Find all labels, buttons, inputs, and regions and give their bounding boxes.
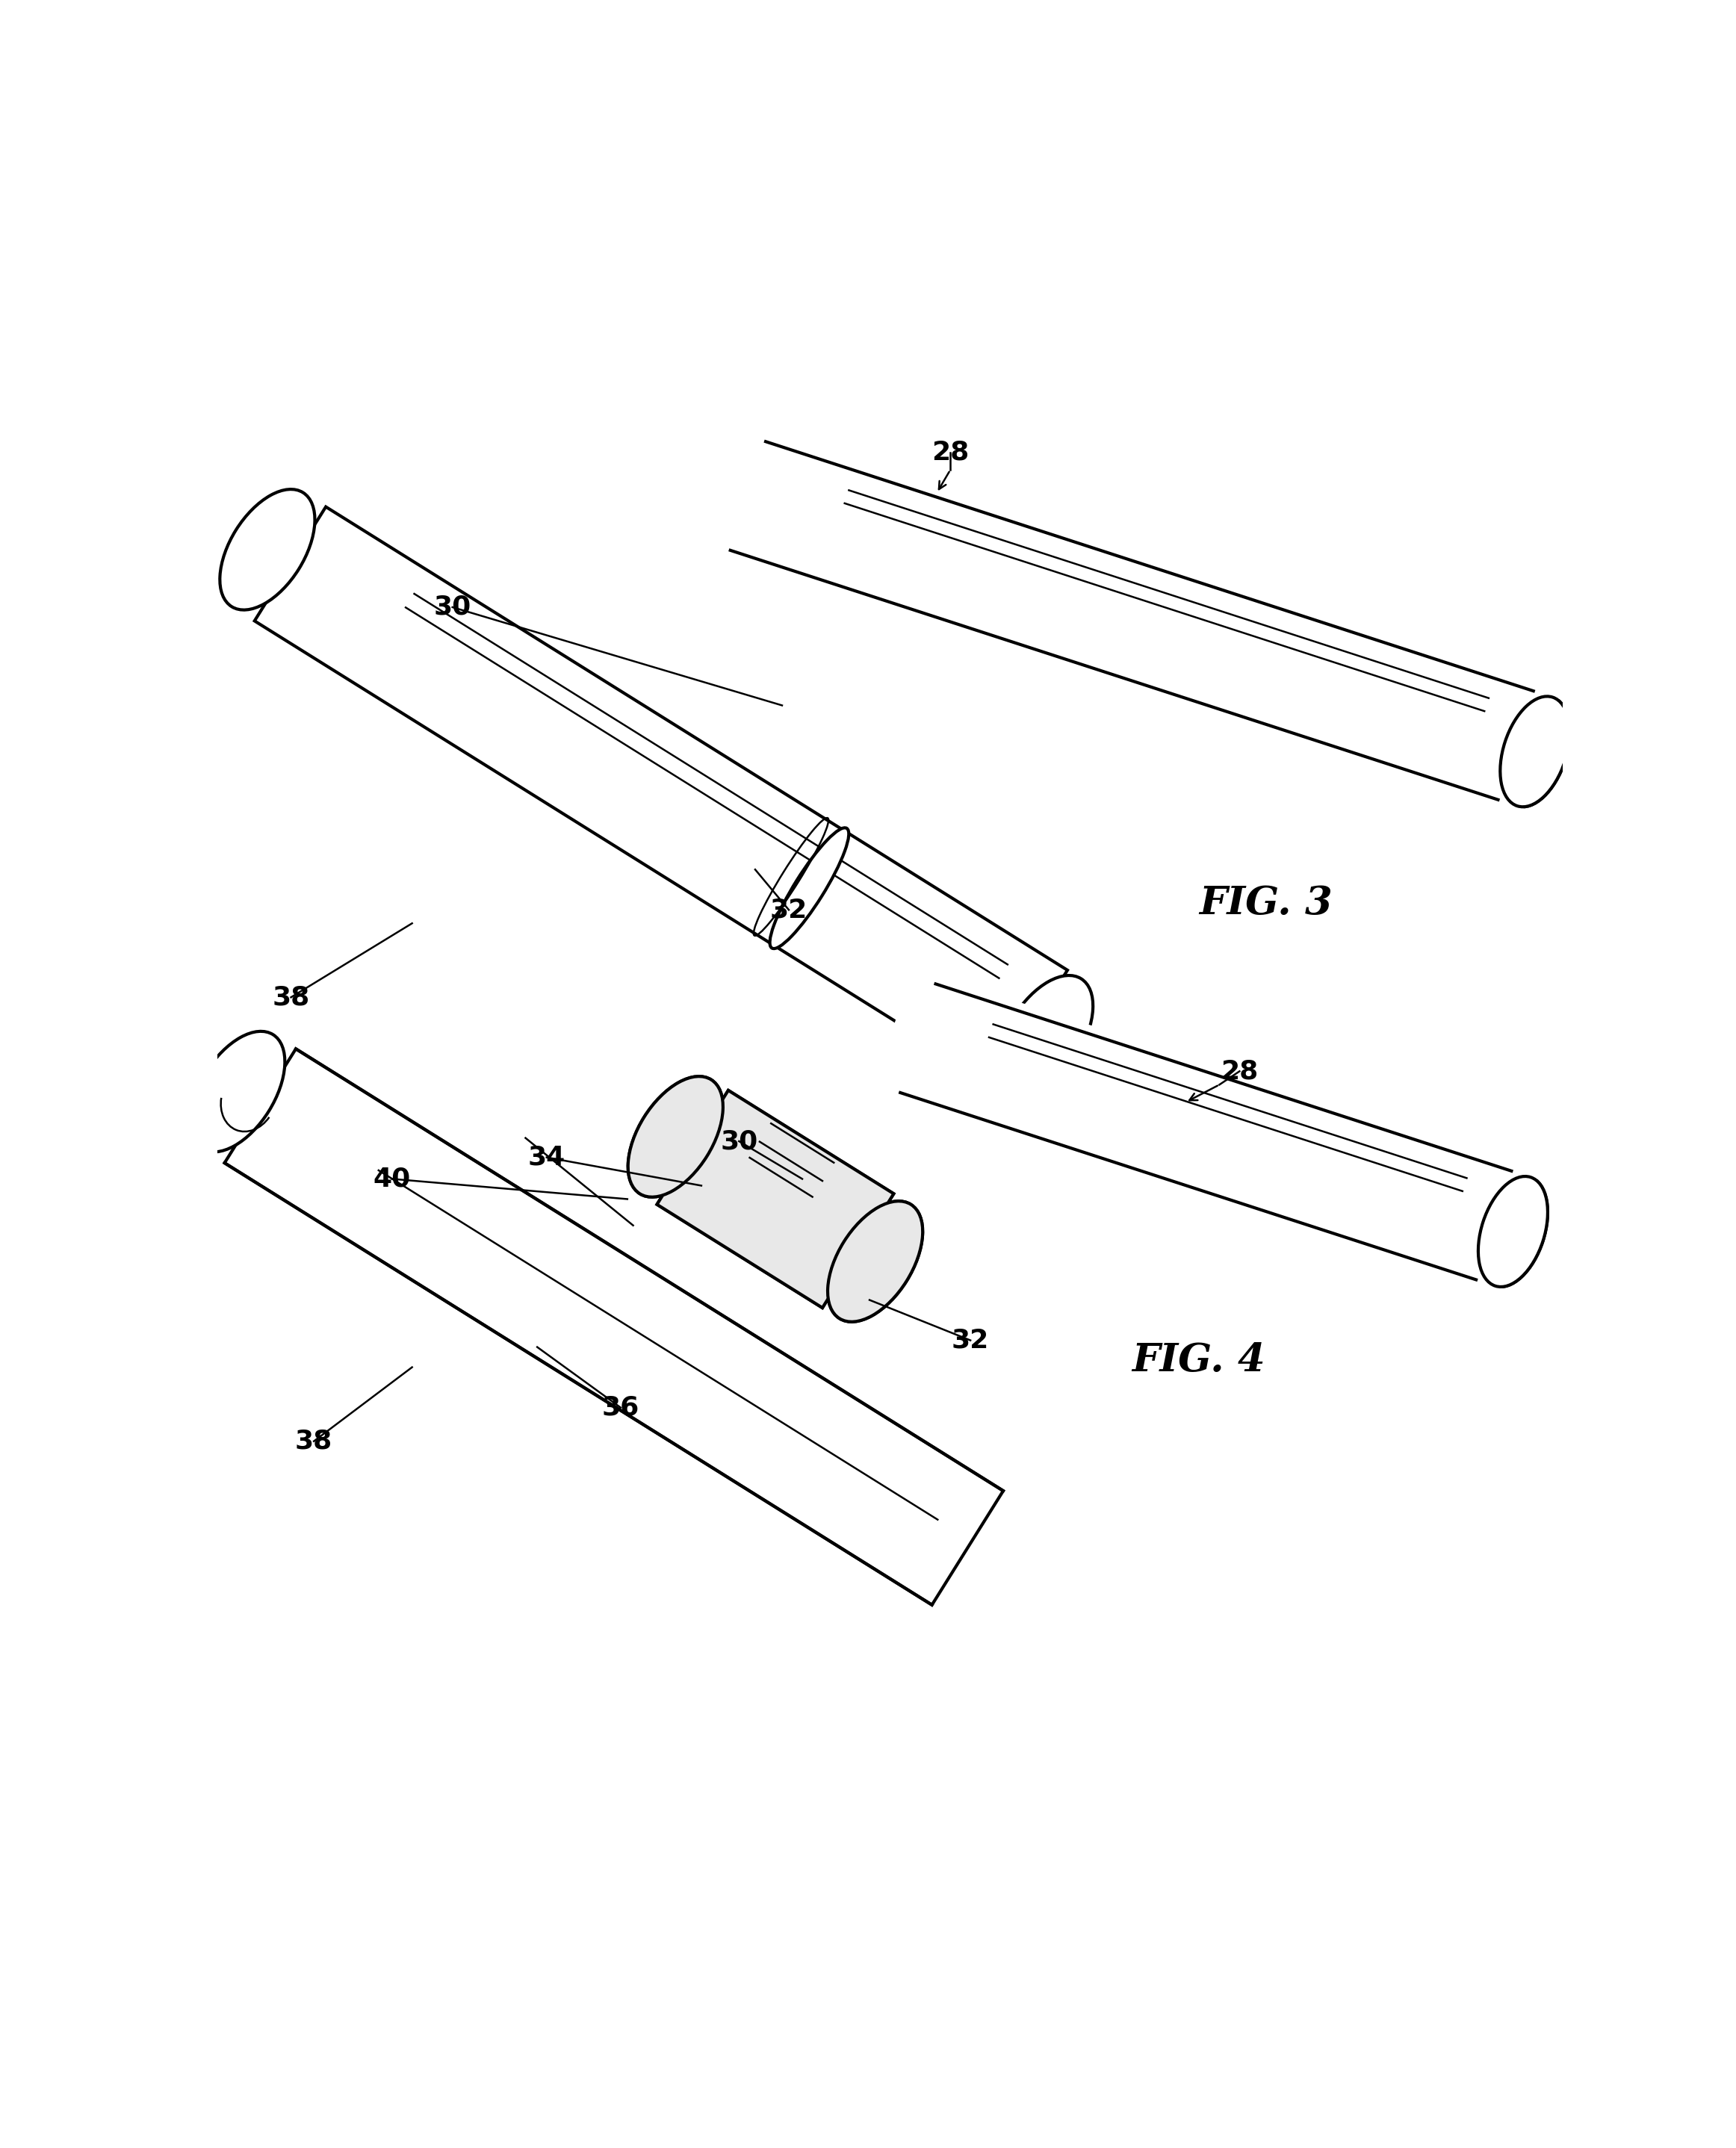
Text: 36: 36 <box>602 1394 639 1420</box>
Text: 38: 38 <box>273 984 309 1010</box>
Ellipse shape <box>628 1076 722 1196</box>
Text: 34: 34 <box>528 1145 566 1171</box>
Text: 28: 28 <box>1220 1059 1259 1085</box>
Ellipse shape <box>769 827 849 949</box>
Ellipse shape <box>189 1031 285 1151</box>
Text: FIG. 3: FIG. 3 <box>1200 885 1333 921</box>
Ellipse shape <box>828 1201 922 1321</box>
Ellipse shape <box>1479 1177 1549 1287</box>
Text: 30: 30 <box>434 595 470 621</box>
Text: 38: 38 <box>295 1428 333 1454</box>
Text: FIG. 4: FIG. 4 <box>1132 1342 1266 1379</box>
Ellipse shape <box>998 975 1094 1095</box>
Polygon shape <box>656 1091 894 1308</box>
Ellipse shape <box>1500 696 1569 808</box>
Ellipse shape <box>1479 1177 1549 1287</box>
Polygon shape <box>731 442 1533 799</box>
Ellipse shape <box>1500 696 1569 808</box>
Text: 32: 32 <box>771 898 807 921</box>
Ellipse shape <box>828 1201 922 1321</box>
Polygon shape <box>620 1063 932 1334</box>
Polygon shape <box>871 967 1540 1295</box>
Polygon shape <box>255 507 1068 1085</box>
Polygon shape <box>901 984 1512 1280</box>
Text: 32: 32 <box>951 1327 990 1353</box>
Ellipse shape <box>220 490 314 610</box>
Polygon shape <box>703 427 1561 814</box>
Text: 30: 30 <box>720 1128 759 1153</box>
Polygon shape <box>224 1048 1003 1605</box>
Ellipse shape <box>628 1076 722 1196</box>
Polygon shape <box>656 1091 894 1308</box>
Text: 28: 28 <box>932 440 969 466</box>
Text: 40: 40 <box>373 1166 411 1192</box>
